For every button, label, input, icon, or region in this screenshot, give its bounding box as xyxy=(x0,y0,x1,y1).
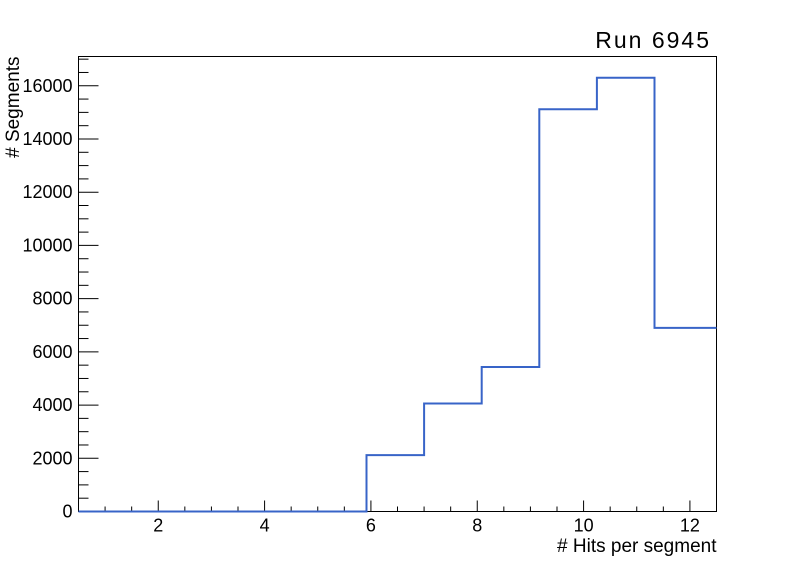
y-tick-label: 10000 xyxy=(22,235,72,255)
y-axis-title: # Segments xyxy=(3,57,24,158)
y-tick-label: 8000 xyxy=(32,289,72,309)
x-axis-labels: 2 4 6 8 10 12 xyxy=(153,516,700,536)
x-tick-label: 6 xyxy=(366,516,376,536)
y-tick-label: 12000 xyxy=(22,182,72,202)
x-tick-label: 4 xyxy=(260,516,270,536)
y-tick-label: 0 xyxy=(62,502,72,522)
chart-title: Run 6945 xyxy=(595,27,711,53)
y-tick-label: 14000 xyxy=(22,129,72,149)
x-tick-label: 10 xyxy=(574,516,594,536)
x-tick-label: 2 xyxy=(153,516,163,536)
x-tick-label: 8 xyxy=(472,516,482,536)
y-tick-label: 4000 xyxy=(32,395,72,415)
y-axis-labels: 0 2000 4000 6000 8000 10000 12000 14000 16000 xyxy=(22,76,72,522)
y-tick-label: 16000 xyxy=(22,76,72,96)
y-axis-ticks xyxy=(78,58,99,512)
histogram-line xyxy=(78,76,717,513)
x-axis-ticks xyxy=(104,500,691,512)
x-axis-title: # Hits per segment xyxy=(557,536,717,557)
y-tick-label: 6000 xyxy=(32,342,72,362)
x-tick-label: 12 xyxy=(680,516,700,536)
y-tick-label: 2000 xyxy=(32,448,72,468)
